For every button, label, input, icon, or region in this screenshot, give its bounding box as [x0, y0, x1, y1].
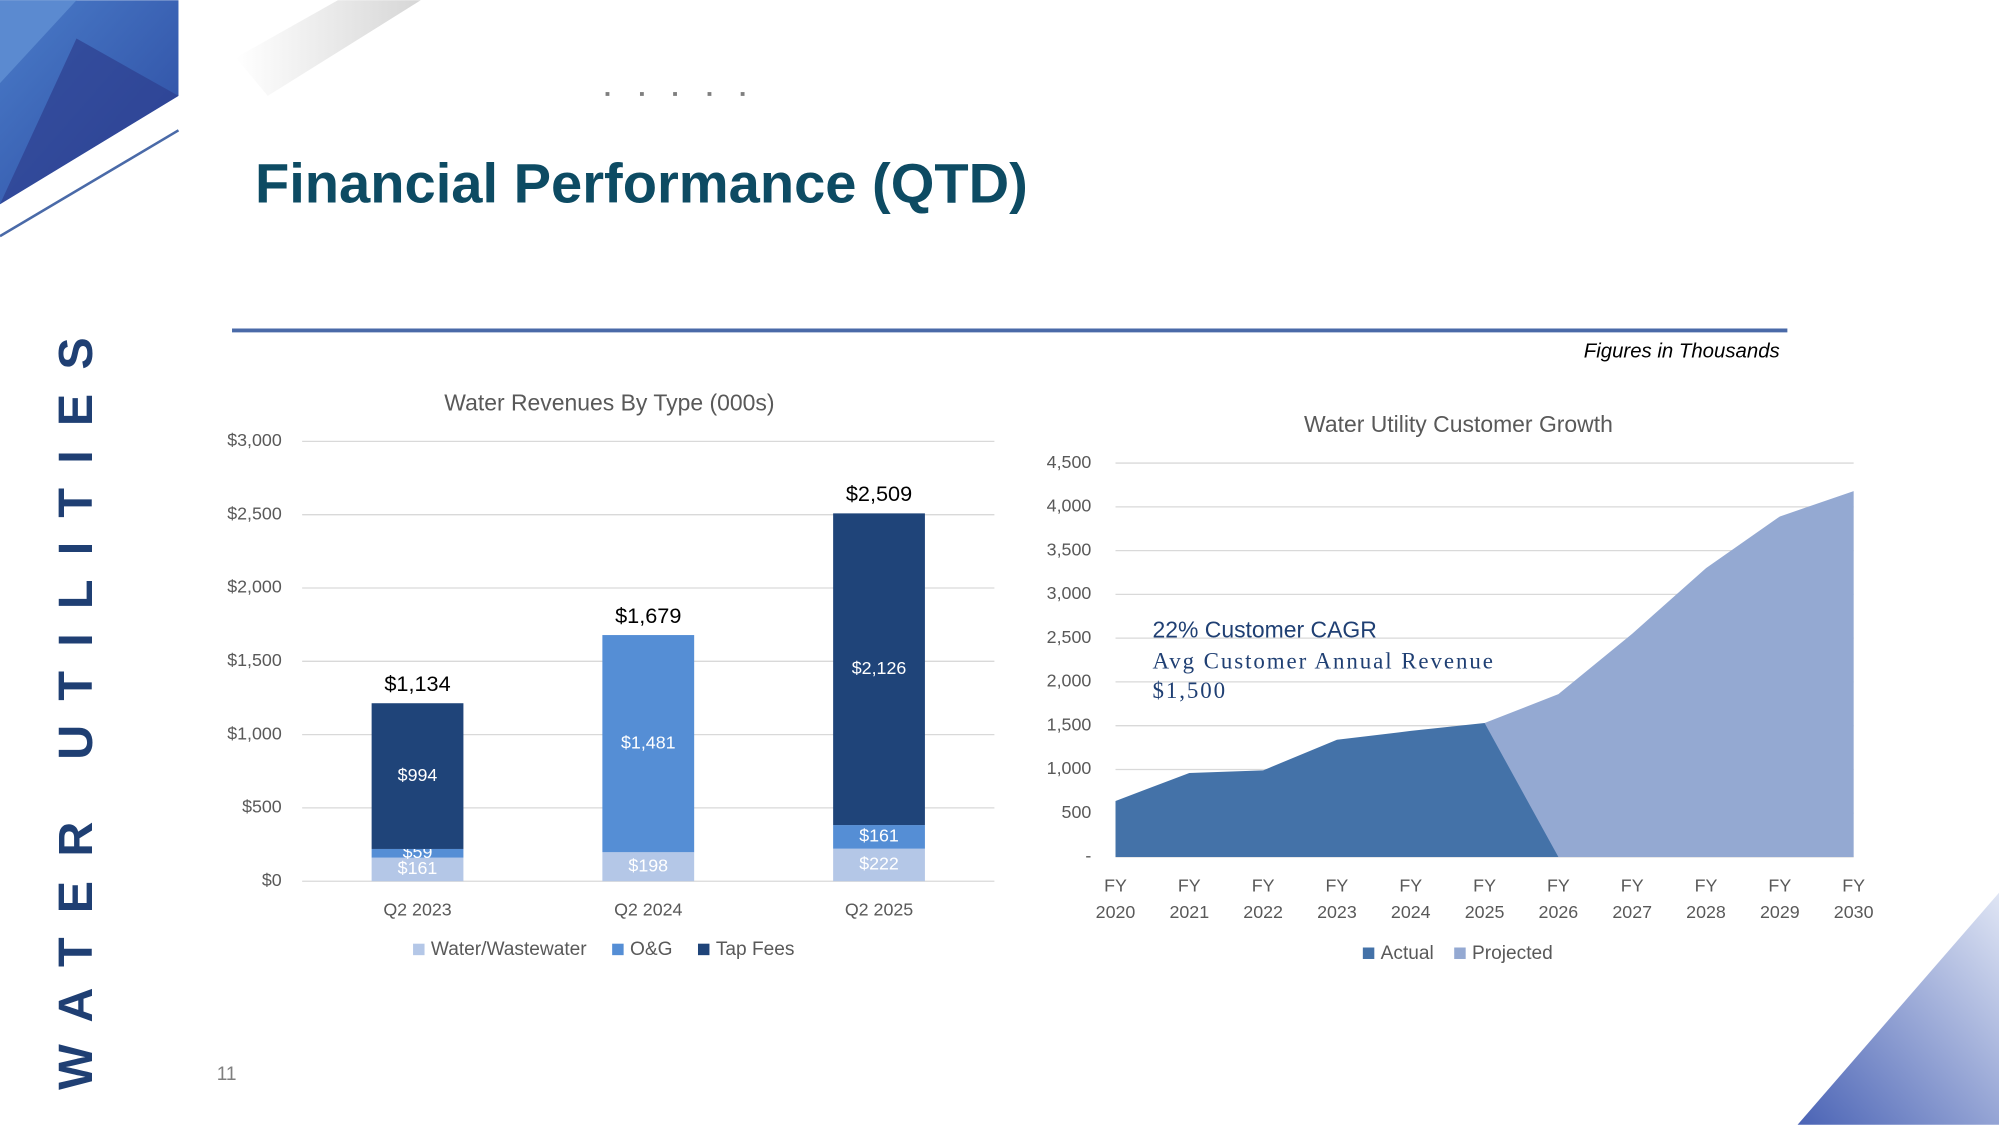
- x-tick-label: FY 2026: [1538, 874, 1579, 923]
- annotation: Avg Customer Annual Revenue: [1152, 648, 1494, 673]
- x-tick-label: FY 2022: [1243, 874, 1283, 923]
- x-tick-label: Q2 2025: [845, 899, 913, 919]
- bar-segment: [833, 513, 925, 826]
- x-tick-label-box: FY 2020: [1095, 874, 1136, 923]
- x-tick-label: FY 2021: [1169, 874, 1210, 923]
- y-tick-label: $2,000: [227, 577, 282, 597]
- corner-decoration: [1797, 892, 1999, 1125]
- y-tick-label: 3,500: [1047, 539, 1092, 559]
- x-tick-label: FY 2029: [1759, 874, 1800, 923]
- y-tick-label: 500: [1062, 802, 1092, 822]
- x-tick-label-box: FY 2026: [1538, 874, 1579, 923]
- x-tick-label: FY 2024: [1390, 874, 1431, 923]
- total-label: $1,134: [384, 671, 450, 696]
- bar-segment: [371, 857, 464, 882]
- corner-decoration: [0, 38, 179, 205]
- units-note: Figures in Thousands: [1584, 341, 1780, 363]
- y-tick-label: $3,000: [227, 430, 282, 450]
- legend-label: Tap Fees: [716, 939, 795, 960]
- legend-swatch: [612, 943, 624, 956]
- bar-segment: [371, 703, 464, 849]
- bar-segment: [602, 635, 695, 853]
- data-label: $198: [628, 855, 668, 875]
- x-tick-label-box: FY 2024: [1390, 874, 1431, 923]
- bar-segment: [833, 848, 925, 882]
- y-tick-label: 2,000: [1047, 671, 1092, 691]
- corner-decoration: [235, 0, 421, 96]
- x-tick-label: FY 2028: [1686, 874, 1726, 923]
- x-tick-label: Q2 2023: [383, 899, 451, 919]
- annotation: 22% Customer CAGR: [1152, 616, 1376, 642]
- bar-segment: [371, 848, 464, 858]
- legend-label: O&G: [630, 939, 672, 960]
- x-tick-label-box: FY 2023: [1317, 874, 1357, 923]
- legend-label: Water/Wastewater: [431, 939, 587, 960]
- y-tick-label: $1,500: [227, 650, 282, 670]
- data-label: $994: [398, 765, 438, 785]
- x-tick-label: FY 2027: [1612, 874, 1653, 923]
- x-tick-label-box: FY 2029: [1759, 874, 1800, 923]
- corner-line: [0, 129, 180, 238]
- legend-swatch: [1454, 947, 1466, 959]
- data-label: $161: [398, 858, 438, 878]
- chart-title: Water Utility Customer Growth: [1304, 411, 1613, 437]
- legend-swatch: [413, 943, 425, 956]
- annotation: $1,500: [1152, 678, 1227, 703]
- legend-swatch: [1362, 947, 1375, 959]
- x-tick-label: FY 2023: [1317, 874, 1357, 923]
- x-tick-label-box: FY 2030: [1833, 874, 1874, 923]
- slide-title: Financial Performance (QTD): [255, 152, 1028, 215]
- legend-swatch: [697, 943, 710, 956]
- legend-label: Projected: [1472, 943, 1553, 964]
- x-tick-label: FY 2025: [1464, 874, 1505, 923]
- x-tick-label: FY 2030: [1833, 874, 1874, 923]
- y-tick-label: $0: [262, 870, 282, 890]
- y-tick-label: 1,000: [1047, 758, 1092, 778]
- area: [1484, 491, 1854, 857]
- data-label: $161: [859, 826, 899, 846]
- y-tick-label: $2,500: [227, 503, 282, 523]
- data-label: $1,481: [621, 732, 676, 752]
- x-tick-label-box: FY 2025: [1464, 874, 1505, 923]
- y-tick-label: 4,500: [1047, 452, 1092, 472]
- total-label: $2,509: [846, 481, 912, 506]
- x-tick-label: Q2 2024: [614, 899, 682, 919]
- page-number: 11: [217, 1064, 237, 1085]
- bar-segment: [833, 825, 925, 849]
- y-tick-label: 2,500: [1047, 627, 1092, 647]
- y-tick-label: -: [1085, 846, 1091, 866]
- total-label: $1,679: [615, 603, 681, 628]
- y-tick-label: $500: [242, 797, 282, 817]
- x-tick-label-box: FY 2028: [1686, 874, 1726, 923]
- dots: [605, 92, 745, 96]
- bar-segment: [602, 852, 695, 882]
- chart-title: Water Revenues By Type (000s): [444, 389, 774, 415]
- area: [1115, 723, 1559, 857]
- y-tick-label: 4,000: [1047, 496, 1092, 516]
- x-tick-label-box: FY 2027: [1612, 874, 1653, 923]
- legend-label: Actual: [1381, 943, 1434, 964]
- y-tick-label: 1,500: [1047, 714, 1092, 734]
- x-tick-label-box: FY 2021: [1169, 874, 1210, 923]
- x-tick-label-box: FY 2022: [1243, 874, 1283, 923]
- y-tick-label: 3,000: [1047, 583, 1092, 603]
- data-label: $222: [859, 854, 899, 874]
- side-label: WATER UTILITIES: [49, 313, 103, 1090]
- y-tick-label: $1,000: [227, 723, 282, 743]
- data-label: $2,126: [852, 658, 907, 678]
- x-tick-label: FY 2020: [1095, 874, 1136, 923]
